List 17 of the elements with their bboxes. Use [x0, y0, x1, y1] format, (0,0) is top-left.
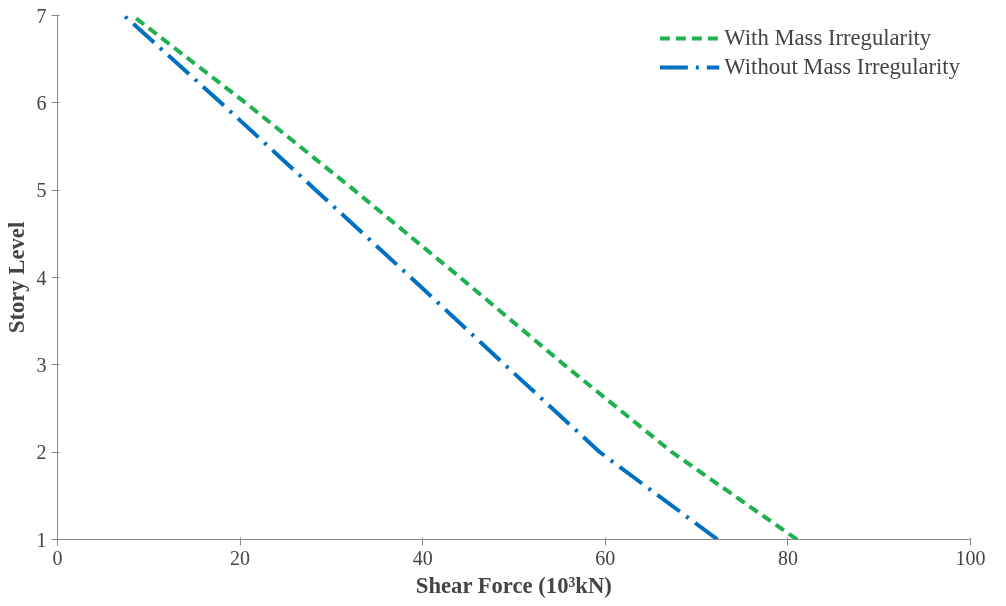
y-tick-label: 4 [36, 266, 47, 289]
x-tick-label: 60 [595, 546, 616, 569]
y-tick-label: 5 [36, 179, 47, 202]
y-tick-label: 6 [36, 91, 47, 114]
legend-label: With Mass Irregularity [724, 25, 932, 51]
x-tick-label: 100 [955, 546, 986, 569]
y-tick-label: 2 [36, 441, 47, 464]
legend-label: Without Mass Irregularity [724, 54, 960, 80]
y-tick-label: 3 [36, 353, 47, 376]
x-axis-title: Shear Force (10³kN) [415, 572, 612, 598]
x-tick-label: 80 [777, 546, 798, 569]
y-tick-label: 1 [36, 528, 47, 551]
x-tick-label: 20 [230, 546, 251, 569]
x-tick-label: 40 [412, 546, 433, 569]
y-tick-label: 7 [36, 4, 47, 27]
y-axis-title: Story Level [3, 221, 29, 334]
x-tick-label: 0 [52, 546, 63, 569]
